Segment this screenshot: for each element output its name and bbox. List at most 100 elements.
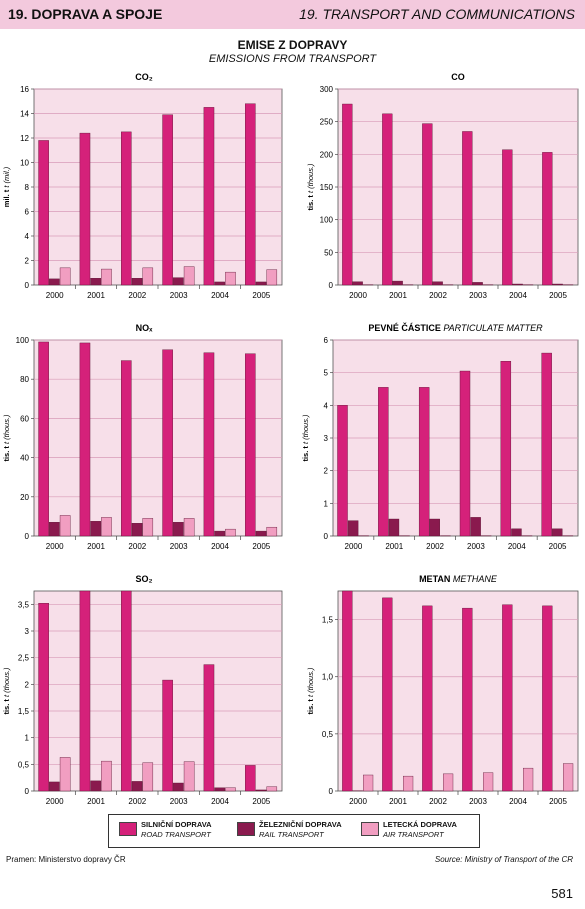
y-tick-label: 6 <box>25 208 30 217</box>
y-axis-label-cz: tis. t <box>301 446 310 462</box>
y-tick-label: 2 <box>25 680 30 689</box>
bar-road <box>38 603 49 792</box>
legend: SILNIČNÍ DOPRAVA ROAD TRANSPORT ŽELEZNIČ… <box>108 814 480 848</box>
page-number: 581 <box>551 886 573 901</box>
y-tick-label: 0 <box>25 281 30 290</box>
bar-air <box>266 786 278 792</box>
bar-road <box>162 114 173 286</box>
bar-rail <box>173 277 184 286</box>
y-tick-label: 50 <box>324 248 333 257</box>
bar-rail <box>255 789 267 792</box>
bar-rail <box>49 781 60 792</box>
bar-rail <box>131 781 143 792</box>
y-tick-label: 40 <box>20 454 29 463</box>
bar-road <box>245 353 256 537</box>
bar-road <box>382 597 393 792</box>
x-tick-label: 2004 <box>509 291 527 300</box>
x-tick-label: 2003 <box>170 797 188 806</box>
bar-road <box>38 140 49 286</box>
legend-label-rail-en: RAIL TRANSPORT <box>259 830 324 839</box>
page-title: EMISE Z DOPRAVY <box>237 38 348 52</box>
legend-label-air: LETECKÁ DOPRAVA <box>383 820 457 829</box>
chart-title-cz: PEVNÉ ČÁSTICE <box>368 322 441 333</box>
y-axis-label: tis. t t (thous.) <box>301 414 310 462</box>
legend-swatch-road <box>119 822 137 836</box>
bar-rail <box>90 521 101 537</box>
y-tick-label: 16 <box>20 85 29 94</box>
bar-road <box>203 352 215 537</box>
x-tick-label: 2000 <box>349 291 367 300</box>
header-bar: 19. DOPRAVA A SPOJE 19. TRANSPORT AND CO… <box>0 0 585 29</box>
y-tick-label: 2 <box>25 257 30 266</box>
y-tick-label: 6 <box>324 336 329 345</box>
chart-title: NOₓ <box>136 323 154 333</box>
bar-road <box>162 349 173 537</box>
y-tick-label: 1,0 <box>322 673 334 682</box>
y-axis-label-en: t (thous.) <box>2 667 11 699</box>
bar-rail <box>131 523 143 537</box>
chart-title: METAN METHANE <box>419 574 498 584</box>
x-tick-label: 2003 <box>469 797 487 806</box>
bar-rail <box>214 787 225 792</box>
y-tick-label: 0 <box>25 787 30 796</box>
x-tick-label: 2005 <box>252 291 270 300</box>
chapter-title-en: 19. TRANSPORT AND COMMUNICATIONS <box>299 6 575 22</box>
bar-rail <box>347 520 359 537</box>
bar-air <box>101 517 112 537</box>
y-tick-label: 1 <box>324 499 329 508</box>
bar-road <box>121 131 132 286</box>
chart-title-cz: METAN <box>419 574 450 584</box>
bar-rail <box>552 283 563 286</box>
bar-rail <box>90 278 101 286</box>
x-tick-label: 2001 <box>389 797 407 806</box>
x-tick-label: 2003 <box>170 291 188 300</box>
bar-road <box>382 113 393 286</box>
x-tick-label: 2002 <box>429 291 447 300</box>
x-tick-label: 2002 <box>429 797 447 806</box>
legend-label-air-en: AIR TRANSPORT <box>383 830 444 839</box>
bar-air <box>142 518 154 537</box>
bar-air <box>266 269 278 286</box>
source-note-en: Source: Ministry of Transport of the CR <box>434 855 573 864</box>
bar-road <box>542 605 553 792</box>
bar-air <box>363 774 374 792</box>
y-axis-label: tis. t t (thous.) <box>2 414 11 462</box>
chart-title-cz: CO <box>451 72 465 82</box>
bar-rail <box>173 522 184 537</box>
x-tick-label: 2003 <box>170 542 188 551</box>
y-axis-label: tis. t t (thous.) <box>306 667 315 715</box>
bar-air <box>59 757 71 792</box>
bar-road <box>502 149 513 286</box>
y-tick-label: 150 <box>320 183 334 192</box>
x-tick-label: 2005 <box>252 797 270 806</box>
bar-rail <box>214 281 225 286</box>
bar-road <box>38 341 49 537</box>
chart-title: CO <box>451 72 465 82</box>
y-axis-label-en: t (thous.) <box>301 414 310 446</box>
legend-swatch-air <box>361 822 379 836</box>
bar-rail <box>472 282 483 286</box>
y-tick-label: 250 <box>320 118 334 127</box>
chapter-title-cz: 19. DOPRAVA A SPOJE <box>8 6 163 22</box>
y-tick-label: 0 <box>329 787 334 796</box>
legend-swatch-rail <box>237 822 255 836</box>
bar-rail <box>552 528 563 537</box>
bar-rail <box>512 283 523 286</box>
bar-road <box>245 765 256 792</box>
x-tick-label: 2002 <box>128 542 146 551</box>
bar-rail <box>511 528 522 537</box>
bar-air <box>183 266 195 286</box>
y-tick-label: 1,5 <box>18 707 30 716</box>
chart-title-en: PARTICULATE MATTER <box>441 323 543 333</box>
x-tick-label: 2000 <box>46 797 64 806</box>
x-tick-label: 2001 <box>389 291 407 300</box>
y-tick-label: 3,5 <box>18 600 30 609</box>
chart-title-cz: SO₂ <box>135 574 152 584</box>
y-axis-label-en: t (thous.) <box>306 163 315 195</box>
legend-label-rail: ŽELEZNIČNÍ DOPRAVA <box>259 820 342 829</box>
bar-air <box>483 772 494 792</box>
chart-title-en: METHANE <box>450 574 498 584</box>
legend-label-road: SILNIČNÍ DOPRAVA <box>141 820 212 829</box>
bar-rail <box>388 518 400 537</box>
